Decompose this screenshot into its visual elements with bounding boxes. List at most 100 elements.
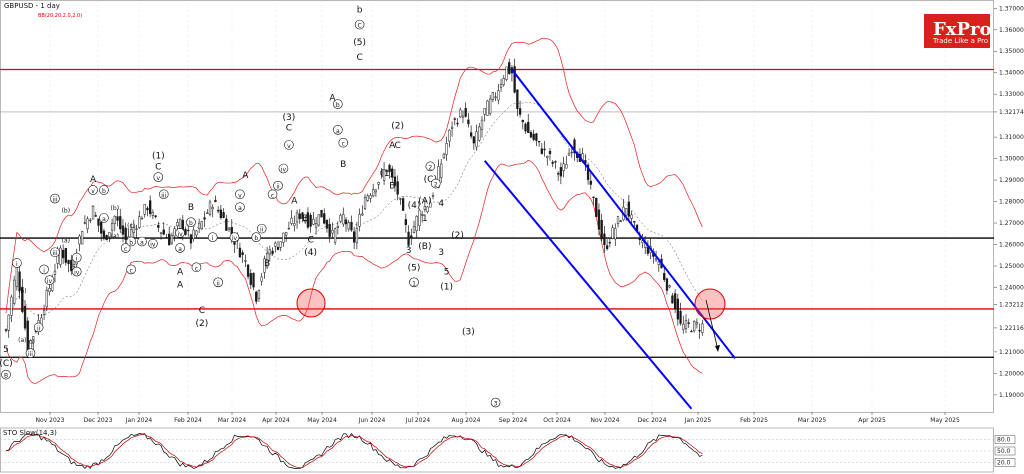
candle-body xyxy=(489,98,492,114)
x-tick-label: Aug 2024 xyxy=(452,417,481,424)
candle-body xyxy=(317,214,320,226)
candle-body xyxy=(657,261,660,266)
candle-body xyxy=(668,285,671,288)
candle-body xyxy=(138,216,141,228)
candle-body xyxy=(197,222,201,229)
wave-label: 1 xyxy=(412,280,416,287)
current-marker-circle xyxy=(694,288,726,320)
wave-label: C xyxy=(155,162,161,172)
main-plot-frame xyxy=(0,0,994,413)
candle-body xyxy=(314,223,318,228)
candle-body xyxy=(100,221,103,234)
candle-body xyxy=(83,222,87,224)
y-tick-label: 1.25000 xyxy=(999,263,1024,270)
x-tick-label: Nov 2024 xyxy=(591,417,620,424)
wave-label: b xyxy=(254,235,258,242)
candle-body xyxy=(372,189,375,197)
wave-label: a xyxy=(102,216,106,223)
wave-label: A xyxy=(291,197,298,207)
candle-body xyxy=(548,150,552,155)
wave-label: C xyxy=(357,23,361,30)
y-axis: 1.37000 1.36000 1.35000 1.34000 1.33000 1.321… xyxy=(994,5,1024,399)
wave-label: b xyxy=(336,102,340,109)
x-tick-label: Nov 2023 xyxy=(36,417,65,424)
wave-label: B xyxy=(389,182,395,192)
y-tick-label: 1.22116 xyxy=(999,325,1024,332)
stoch-level-label: 50.0 xyxy=(997,448,1011,455)
wave-label-circle xyxy=(25,348,36,358)
wave-label: A xyxy=(177,268,184,278)
candle-body xyxy=(687,322,690,324)
wave-label-circle xyxy=(120,243,131,253)
candle-body xyxy=(491,92,495,100)
candle-body xyxy=(274,242,277,247)
wave-label-circle xyxy=(12,258,22,268)
wave-label: (a) xyxy=(62,237,70,244)
candle-body xyxy=(353,231,356,243)
candle-body xyxy=(625,208,628,216)
candle-body xyxy=(374,189,378,193)
wave-label: C xyxy=(307,235,313,245)
candle-body xyxy=(557,173,560,175)
candle-body xyxy=(208,201,212,215)
wave-label: (5) xyxy=(408,263,421,273)
candle-body xyxy=(110,223,114,231)
candle-body xyxy=(146,207,149,211)
grid xyxy=(49,0,946,412)
candle-body xyxy=(676,298,679,320)
candle-body xyxy=(567,153,571,156)
wave-label: C xyxy=(356,53,362,63)
candle-body xyxy=(401,198,405,211)
wave-label-circle xyxy=(267,189,278,200)
projection-arrow xyxy=(705,299,719,351)
candle-body xyxy=(178,218,182,229)
wave-label-circle xyxy=(39,264,49,275)
candle-body xyxy=(271,250,274,255)
wave-label: b xyxy=(357,6,363,16)
chart-title: GBPUSD - 1 day xyxy=(4,2,60,10)
candle-body xyxy=(480,119,484,130)
wave-labels: 5(C)Bi(b)(a) (c)iiiiiiiviiiiii(b)(a)iviAv… xyxy=(0,6,501,408)
candle-body xyxy=(562,163,565,172)
candle-body xyxy=(176,222,179,227)
fxpro-logo: FxPro Trade Like a Pro xyxy=(924,14,992,48)
candle-body xyxy=(554,161,557,163)
candle-body xyxy=(170,235,174,244)
candle-body xyxy=(358,214,361,227)
candle-body xyxy=(140,218,144,220)
candle-body xyxy=(475,131,478,148)
candle-body xyxy=(679,310,682,324)
wave-label: iv xyxy=(150,242,156,249)
bb-middle xyxy=(5,101,703,331)
candle-body xyxy=(255,291,258,302)
candle-body xyxy=(377,182,380,185)
stoch-signal-line xyxy=(5,433,703,469)
candle-body xyxy=(486,100,489,116)
bollinger-bands xyxy=(5,37,703,384)
wave-label: c xyxy=(342,141,345,148)
candle-body xyxy=(265,253,269,268)
channel-line xyxy=(483,160,693,410)
candle-body xyxy=(13,279,16,304)
candle-body xyxy=(573,139,576,154)
wave-label: 4 xyxy=(438,199,444,209)
wave-label: b xyxy=(102,188,106,195)
y-tick-label: 1.35000 xyxy=(999,48,1024,55)
candle-body xyxy=(21,286,24,312)
wave-label: (a) xyxy=(111,233,119,240)
candle-body xyxy=(508,62,511,74)
wave-label: c xyxy=(124,246,127,253)
candle-body xyxy=(293,223,296,226)
bb-upper xyxy=(5,37,703,314)
candle-body xyxy=(586,164,590,180)
candle-body xyxy=(342,214,345,225)
candle-body xyxy=(421,214,424,216)
candle-body xyxy=(328,224,331,237)
candle-body xyxy=(238,247,242,258)
candle-body xyxy=(440,163,443,178)
candle-body xyxy=(105,235,108,241)
candle-body xyxy=(382,169,386,181)
candle-body xyxy=(464,108,467,117)
candle-body xyxy=(157,224,160,228)
